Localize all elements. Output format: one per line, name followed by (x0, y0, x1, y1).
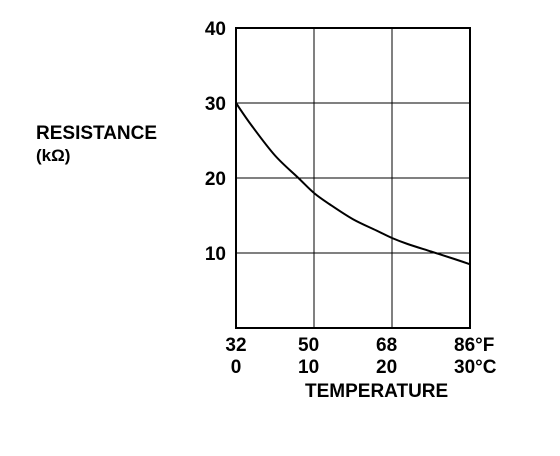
x-tick-label-f-1: 50 (298, 335, 319, 356)
x-tick-label-c-2: 20 (376, 357, 397, 378)
y-tick-label-0: 10 (205, 244, 226, 265)
x-tick-labels-celsius: 0 10 20 30°C (231, 357, 497, 378)
x-tick-label-f-3: 86°F (454, 335, 494, 356)
x-tick-label-c-1: 10 (298, 357, 319, 378)
y-axis-title: RESISTANCE (36, 123, 157, 144)
plot-frame (235, 27, 471, 329)
y-tick-labels: 10 20 30 40 (205, 19, 226, 265)
resistance-curve (235, 102, 471, 266)
x-tick-labels-fahrenheit: 32 50 68 86°F (225, 335, 494, 356)
x-tick-label-c-0: 0 (231, 357, 242, 378)
x-tick-label-f-0: 32 (225, 335, 246, 356)
x-axis-title: TEMPERATURE (305, 381, 448, 402)
grid-lines (236, 28, 470, 328)
y-tick-label-3: 40 (205, 19, 226, 40)
y-tick-label-2: 30 (205, 94, 226, 115)
y-tick-label-1: 20 (205, 169, 226, 190)
x-tick-label-c-3: 30°C (454, 357, 497, 378)
x-tick-label-f-2: 68 (376, 335, 397, 356)
y-axis-unit: (kΩ) (36, 146, 70, 165)
